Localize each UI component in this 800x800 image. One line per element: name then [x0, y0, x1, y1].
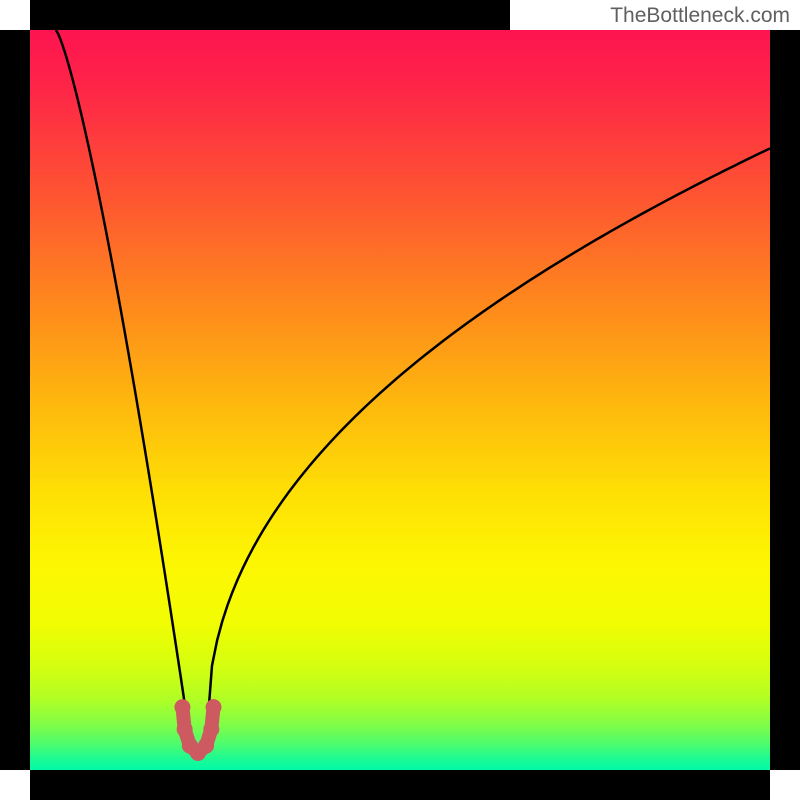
bottleneck-chart — [0, 0, 800, 800]
watermark-text: TheBottleneck.com — [610, 4, 790, 28]
gradient-background — [30, 30, 770, 770]
chart-stage: TheBottleneck.com — [0, 0, 800, 800]
